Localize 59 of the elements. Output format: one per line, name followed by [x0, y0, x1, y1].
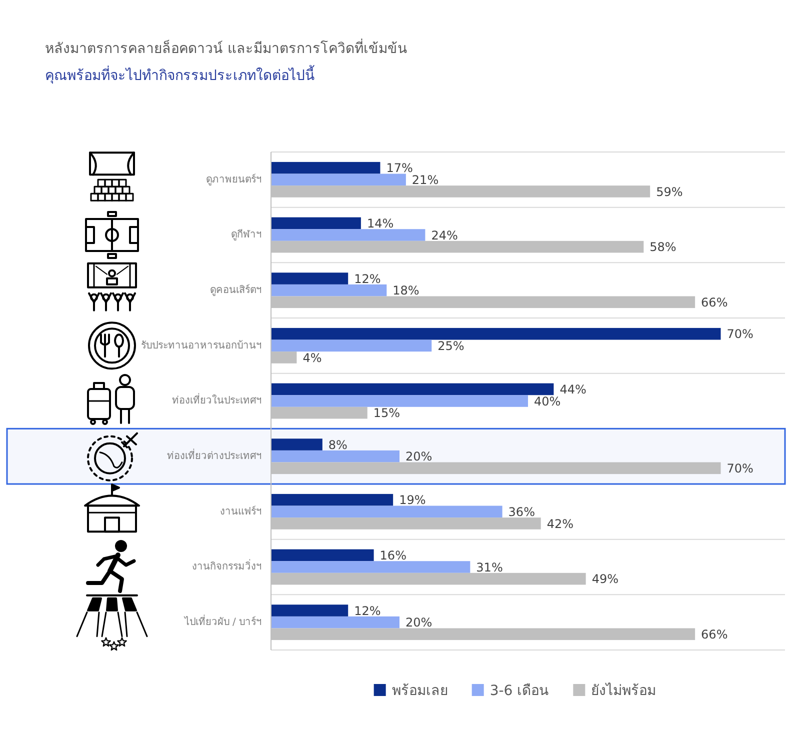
- chart-subtitle: คุณพร้อมที่จะไปทำกิจกรรมประเภทใดต่อไปนี้: [45, 64, 315, 86]
- bar: [271, 217, 361, 230]
- data-label: 66%: [701, 627, 728, 642]
- data-label: 16%: [380, 548, 406, 562]
- data-label: 19%: [399, 493, 426, 508]
- data-label: 17%: [386, 161, 413, 176]
- bar: [271, 438, 322, 450]
- data-label: 20%: [406, 616, 432, 630]
- bar: [271, 494, 394, 506]
- data-label: 15%: [373, 406, 400, 420]
- y-tick-label: ท่องเที่ยวต่างประเทศฯ: [167, 448, 262, 462]
- bar: [271, 395, 528, 407]
- bar: [271, 549, 374, 562]
- data-label: 20%: [406, 450, 432, 464]
- data-label: 36%: [508, 504, 535, 519]
- y-tick-label: รับประทานอาหารนอกบ้านฯ: [141, 339, 262, 352]
- bar: [271, 450, 400, 462]
- y-tick-label: ดูคอนเสิร์ตฯ: [210, 284, 262, 296]
- y-tick-label: งานแฟร์ฯ: [220, 505, 262, 518]
- data-label: 70%: [726, 327, 754, 342]
- data-label: 8%: [328, 438, 348, 452]
- data-label: 70%: [726, 461, 754, 476]
- y-tick-label: ดูกีฬาฯ: [231, 228, 262, 241]
- data-label: 12%: [354, 604, 381, 618]
- data-label: 18%: [392, 284, 420, 298]
- bar: [271, 616, 400, 628]
- bar: [271, 561, 470, 573]
- data-label: 49%: [592, 572, 618, 586]
- data-label: 25%: [438, 338, 464, 353]
- data-label: 12%: [354, 272, 381, 286]
- data-label: 66%: [701, 295, 728, 310]
- bar: [271, 174, 406, 186]
- data-label: 44%: [560, 382, 586, 396]
- data-label: 31%: [476, 560, 503, 574]
- data-label: 58%: [650, 240, 676, 254]
- legend-label: ยังไม่พร้อม: [591, 682, 656, 699]
- bar: [271, 284, 387, 296]
- y-tick-label: ดูภาพยนตร์ฯ: [206, 173, 262, 186]
- bar: [271, 604, 348, 616]
- y-tick-label: ไปเที่ยวผับ / บาร์ฯ: [183, 614, 262, 628]
- legend-label: 3-6 เดือน: [490, 682, 550, 699]
- data-label: 42%: [546, 516, 574, 531]
- data-label: 59%: [656, 184, 683, 199]
- data-label: 4%: [302, 350, 322, 365]
- bar: [271, 340, 432, 352]
- data-label: 21%: [412, 172, 439, 187]
- chart-title: หลังมาตรการคลายล็อคดาวน์ และมีมาตรการโควิดที่เข้มข้น: [45, 38, 408, 59]
- bar: [271, 328, 721, 340]
- y-tick-label: ท่องเที่ยวในประเทศฯ: [172, 392, 262, 407]
- legend-label: พร้อมเลย: [392, 682, 448, 699]
- bar: [271, 162, 380, 174]
- bar: [271, 506, 502, 518]
- data-label: 24%: [431, 228, 458, 242]
- y-tick-label: งานกิจกรรมวิ่งฯ: [192, 558, 262, 573]
- bar: [271, 383, 554, 396]
- bar: [271, 272, 348, 284]
- bar: [271, 229, 426, 241]
- data-label: 40%: [534, 394, 561, 408]
- data-label: 14%: [366, 216, 394, 230]
